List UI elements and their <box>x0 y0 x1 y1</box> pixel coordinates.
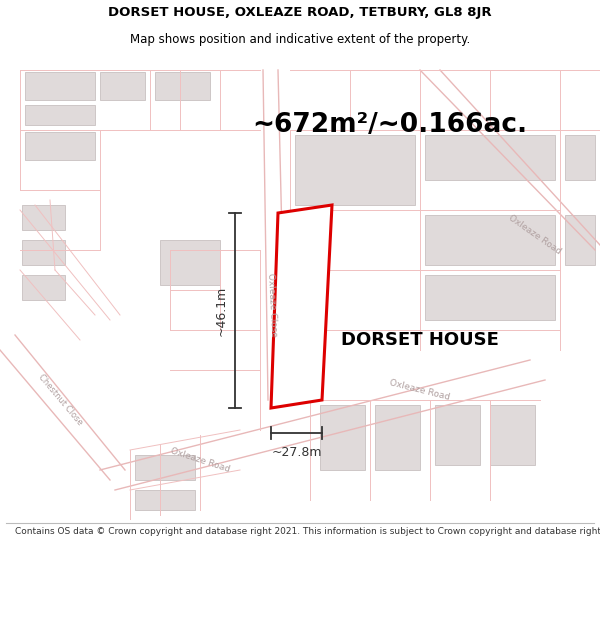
Text: DORSET HOUSE, OXLEAZE ROAD, TETBURY, GL8 8JR: DORSET HOUSE, OXLEAZE ROAD, TETBURY, GL8… <box>108 6 492 19</box>
Text: Oxleaze Close: Oxleaze Close <box>266 272 278 338</box>
Text: Oxleaze Road: Oxleaze Road <box>169 446 231 474</box>
Polygon shape <box>135 455 195 480</box>
Polygon shape <box>135 490 195 510</box>
Polygon shape <box>490 405 535 465</box>
Polygon shape <box>320 405 365 470</box>
Text: Map shows position and indicative extent of the property.: Map shows position and indicative extent… <box>130 32 470 46</box>
Text: Chestnut Close: Chestnut Close <box>36 372 84 428</box>
Text: Contains OS data © Crown copyright and database right 2021. This information is : Contains OS data © Crown copyright and d… <box>15 528 600 536</box>
Polygon shape <box>565 215 595 265</box>
Text: ~672m²/~0.166ac.: ~672m²/~0.166ac. <box>253 112 527 138</box>
Polygon shape <box>25 72 95 100</box>
Text: DORSET HOUSE: DORSET HOUSE <box>341 331 499 349</box>
Polygon shape <box>565 135 595 180</box>
Polygon shape <box>25 105 95 125</box>
Polygon shape <box>25 132 95 160</box>
Polygon shape <box>22 240 65 265</box>
Polygon shape <box>425 275 555 320</box>
Polygon shape <box>425 135 555 180</box>
Polygon shape <box>295 135 415 205</box>
Polygon shape <box>435 405 480 465</box>
Polygon shape <box>425 215 555 265</box>
Polygon shape <box>375 405 420 470</box>
Text: Oxleaze Road: Oxleaze Road <box>389 378 451 402</box>
Text: Oxleaze Road: Oxleaze Road <box>507 214 563 256</box>
Text: ~27.8m: ~27.8m <box>271 446 322 459</box>
Polygon shape <box>22 275 65 300</box>
Polygon shape <box>155 72 210 100</box>
Polygon shape <box>22 205 65 230</box>
Polygon shape <box>160 240 220 285</box>
Polygon shape <box>100 72 145 100</box>
Text: ~46.1m: ~46.1m <box>215 286 227 336</box>
Polygon shape <box>271 205 332 408</box>
